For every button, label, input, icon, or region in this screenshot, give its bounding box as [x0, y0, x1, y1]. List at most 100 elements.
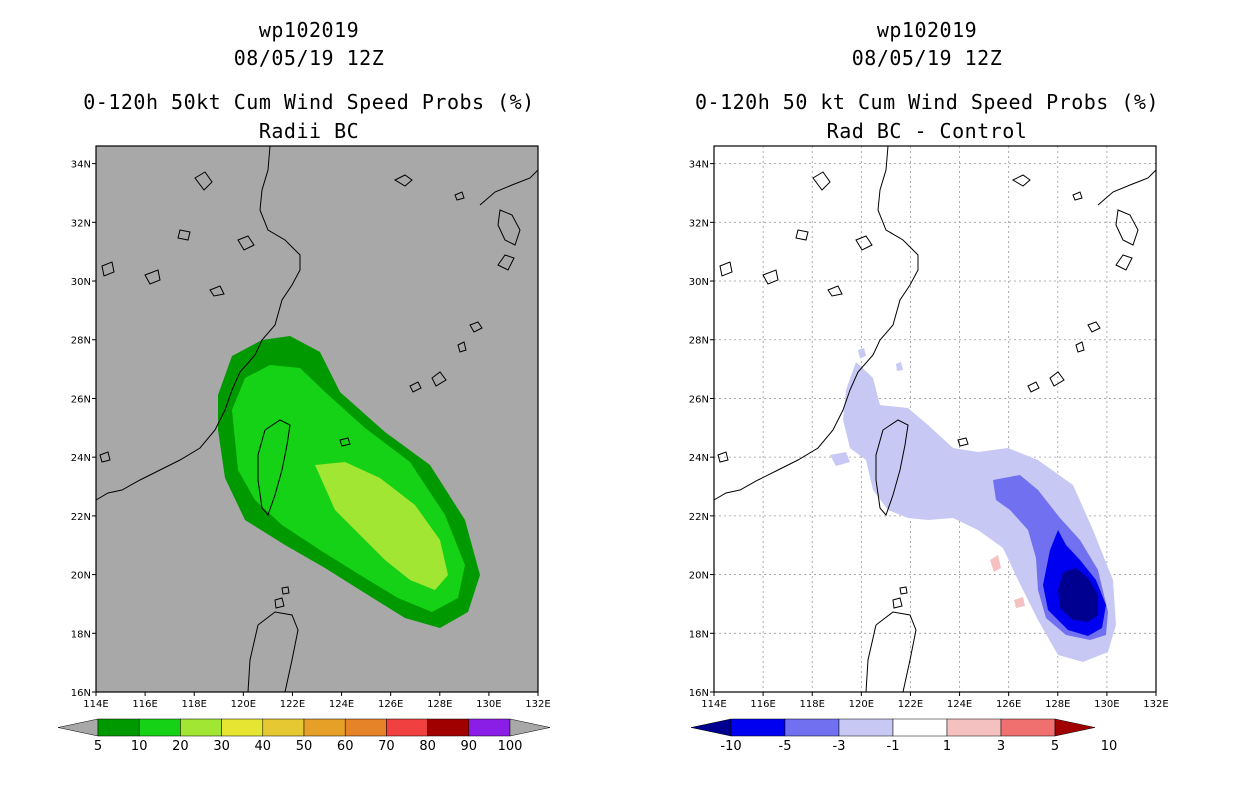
lon-tick-label: 116E — [750, 699, 775, 710]
colorbar-label: -1 — [887, 739, 900, 754]
lon-tick-label: 132E — [525, 699, 550, 710]
colorbar-label: 30 — [213, 739, 230, 754]
colorbar-label: 50 — [296, 739, 313, 754]
map-subtitle-right: Rad BC - Control — [826, 119, 1028, 143]
colorbar-label: 80 — [419, 739, 436, 754]
coastline — [209, 285, 225, 297]
map-frame — [95, 145, 539, 693]
coastline — [957, 437, 969, 447]
coastline — [875, 419, 909, 516]
lon-tick-label: 122E — [898, 699, 923, 710]
colorbar-swatch — [221, 718, 264, 737]
lat-tick-label: 24N — [689, 453, 709, 464]
coastline — [795, 229, 809, 241]
colorbar-label: 20 — [172, 739, 189, 754]
coastline — [827, 285, 843, 297]
lon-tick-label: 126E — [378, 699, 403, 710]
right-map-panel: wp102019 08/05/19 12Z 0-120h 50 kt Cum W… — [618, 0, 1236, 800]
lat-tick-label: 28N — [71, 336, 91, 347]
lat-tick-label: 18N — [71, 629, 91, 640]
coastline — [812, 171, 831, 191]
lon-tick-label: 128E — [427, 699, 452, 710]
coastline — [762, 269, 779, 285]
coastline — [1072, 191, 1083, 201]
coastline-group — [713, 145, 1157, 693]
colorbar-swatch — [303, 718, 346, 737]
map-subtitle-left: Radii BC — [258, 119, 360, 143]
colorbar-swatch — [262, 718, 305, 737]
coastline — [339, 437, 351, 447]
coastline — [457, 341, 467, 353]
coastline — [892, 597, 903, 609]
lon-tick-label: 120E — [849, 699, 874, 710]
lon-tick-label: 118E — [182, 699, 207, 710]
coastline — [1087, 321, 1101, 333]
colorbar-swatch — [97, 718, 140, 737]
colorbar-label: 90 — [461, 739, 478, 754]
coastline — [393, 174, 413, 187]
colorbar-arrow-right — [1054, 718, 1096, 737]
coastline — [144, 269, 161, 285]
coastline — [237, 235, 255, 251]
colorbar-label: 40 — [255, 739, 272, 754]
colorbar-label: 10 — [131, 739, 148, 754]
coastline — [431, 371, 447, 387]
colorbar-swatch — [344, 718, 387, 737]
colorbar-swatch — [1000, 718, 1056, 737]
coastline — [454, 191, 465, 201]
lon-tick-label: 120E — [231, 699, 256, 710]
colorbar: 5 10 20 30 40 50 60 70 80 90 100 — [57, 718, 551, 754]
lat-tick-label: 16N — [689, 688, 709, 699]
lon-tick-label: 130E — [1094, 699, 1119, 710]
lat-tick-label: 30N — [689, 277, 709, 288]
lon-tick-label: 114E — [701, 699, 726, 710]
coastline — [497, 209, 521, 246]
lat-tick-label: 22N — [71, 512, 91, 523]
colorbar-swatch — [180, 718, 222, 737]
coastline — [95, 145, 301, 501]
storm-id-left: wp102019 — [258, 18, 360, 42]
coastline — [247, 611, 299, 693]
coastline — [274, 597, 285, 609]
lon-tick-label: 116E — [132, 699, 157, 710]
colorbar-swatch — [427, 718, 470, 737]
colorbar-label: 10 — [1101, 739, 1118, 754]
lon-tick-label: 124E — [947, 699, 972, 710]
diff-contour-minus1-islet — [896, 362, 903, 371]
colorbar-swatch — [730, 718, 786, 737]
map-title-right: 0-120h 50 kt Cum Wind Speed Probs (%) — [694, 90, 1160, 114]
coastline — [99, 451, 111, 463]
coastline-group — [95, 145, 539, 693]
coastline — [855, 235, 873, 251]
lat-tick-label: 32N — [71, 218, 91, 229]
diff-contour-plus1 — [990, 555, 1001, 572]
coastline — [469, 321, 483, 333]
lat-tick-label: 16N — [71, 688, 91, 699]
colorbar-label: -10 — [720, 739, 741, 754]
colorbar: -10 -5 -3 -1 1 3 5 10 — [690, 718, 1118, 754]
axis-frame-group: 16N 18N 20N 22N 24N 26N 28N 30N 32N 34N 114E 116E 11… — [689, 145, 1169, 710]
lat-tick-label: 22N — [689, 512, 709, 523]
colorbar-label: -3 — [833, 739, 846, 754]
colorbar-arrow-right — [509, 718, 551, 737]
diff-contour-minus1-islet — [830, 452, 850, 466]
colorbar-swatch — [946, 718, 1002, 737]
coastline — [717, 451, 729, 463]
lat-tick-label: 32N — [689, 218, 709, 229]
colorbar-swatch — [468, 718, 511, 737]
diff-contour-minus10 — [1058, 568, 1098, 622]
coastline — [719, 261, 733, 277]
lat-tick-label: 20N — [71, 571, 91, 582]
colorbar-label: 1 — [943, 739, 951, 754]
colorbar-swatch — [892, 718, 948, 737]
lon-tick-label: 118E — [800, 699, 825, 710]
coastline — [281, 586, 290, 595]
colorbar-label: 3 — [997, 739, 1005, 754]
lat-tick-label: 24N — [71, 453, 91, 464]
lat-tick-label: 26N — [71, 394, 91, 405]
left-map: 16N 18N 20N 22N 24N 26N 28N 30N 32N 34N 114E 116E 11… — [57, 145, 551, 754]
coastline — [101, 261, 115, 277]
colorbar-label: 70 — [378, 739, 395, 754]
lat-tick-label: 20N — [689, 571, 709, 582]
diff-contour-minus1-islet — [858, 348, 866, 358]
